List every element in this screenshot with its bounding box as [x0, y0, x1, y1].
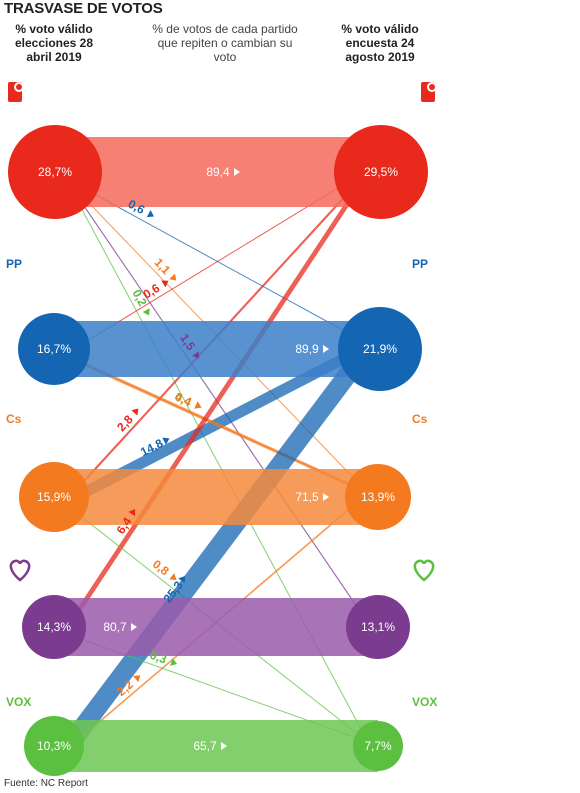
arrow-icon — [221, 742, 227, 750]
cs-retention-band — [54, 469, 378, 525]
transfer-link-vox-to-pp — [56, 339, 378, 758]
cs-right-logo-icon: Cs — [412, 412, 428, 426]
vox-right-logo-icon: VOX — [412, 695, 437, 709]
psoe-retention-band — [55, 137, 381, 207]
cs-right-circle — [345, 464, 411, 530]
transfer-value: 4,4 — [173, 389, 194, 409]
arrow-icon — [162, 437, 170, 445]
left-column-header: % voto válido elecciones 28 abril 2019 — [14, 22, 94, 64]
transfer-label-pp-to-cs: 4,4 — [173, 389, 202, 409]
arrow-icon — [142, 308, 150, 316]
cs-retention-value: 71,5 — [295, 490, 319, 504]
arrow-icon — [170, 658, 178, 666]
psoe-right-circle — [334, 125, 428, 219]
transfer-label-up-to-vox: 0,3 — [148, 648, 178, 667]
pp-right-pct: 21,9% — [363, 342, 397, 356]
cs-left-pct: 15,9% — [37, 490, 71, 504]
transfer-value: 0,4 — [173, 389, 194, 409]
pp-left-circle — [18, 313, 90, 385]
vox-retention-value: 65,7 — [193, 739, 217, 753]
arrow-icon — [192, 351, 199, 359]
up-right-circle — [346, 595, 410, 659]
arrow-icon — [194, 401, 202, 409]
transfer-label-pp-to-psoe: 0,6 — [141, 280, 169, 302]
pp-left-pct: 16,7% — [37, 342, 71, 356]
vox-right-pct: 7,7% — [364, 739, 392, 753]
cs-right-pct: 13,9% — [361, 490, 395, 504]
pp-right-circle — [338, 307, 422, 391]
arrow-icon — [131, 623, 137, 631]
psoe-right-logo-icon — [421, 82, 437, 102]
psoe-retention-value: 89,4 — [206, 165, 230, 179]
arrow-icon — [323, 345, 329, 353]
transfer-value: 0,8 — [150, 557, 172, 579]
arrow-icon — [161, 280, 169, 288]
arrow-icon — [131, 408, 139, 416]
up-left-circle — [22, 595, 86, 659]
transfer-value: 0,3 — [148, 648, 169, 667]
pp-retention-value: 89,9 — [295, 342, 319, 356]
transfer-label-cs-to-psoe: 2,8 — [114, 408, 139, 434]
pp-left-logo-icon: PP — [6, 257, 22, 271]
psoe-right-pct: 29,5% — [364, 165, 398, 179]
cs-left-logo-icon: Cs — [6, 412, 22, 426]
source-note: Fuente: NC Report — [4, 778, 88, 789]
chart-title: TRASVASE DE VOTOS — [4, 0, 163, 17]
cs-left-circle — [19, 462, 89, 532]
middle-column-header: % de votos de cada partido que repiten o… — [152, 22, 298, 64]
psoe-left-pct: 28,7% — [38, 165, 72, 179]
psoe-left-logo-icon — [8, 82, 24, 102]
pp-retention-band — [54, 321, 380, 377]
up-right-heart-icon — [413, 559, 435, 582]
vox-left-pct: 10,3% — [37, 739, 71, 753]
up-left-pct: 14,3% — [37, 620, 71, 634]
arrow-icon — [178, 575, 186, 584]
vox-left-logo-icon: VOX — [6, 695, 31, 709]
arrow-icon — [169, 573, 177, 580]
psoe-left-circle — [8, 125, 102, 219]
arrow-icon — [133, 675, 141, 683]
up-left-heart-icon — [9, 559, 31, 582]
transfer-link-up-to-psoe — [61, 166, 374, 635]
right-column-header: % voto válido encuesta 24 agosto 2019 — [341, 22, 419, 64]
pp-right-logo-icon: PP — [412, 257, 428, 271]
arrow-icon — [169, 273, 177, 281]
vox-left-circle — [24, 716, 84, 776]
arrow-icon — [128, 509, 136, 517]
up-retention-value: 80,7 — [103, 620, 127, 634]
transfer-value: 1,1 — [152, 255, 174, 277]
arrow-icon — [234, 168, 240, 176]
vox-retention-band — [54, 720, 378, 772]
vox-right-circle — [353, 721, 403, 771]
arrow-icon — [146, 210, 154, 218]
transfer-value: 2,8 — [114, 412, 136, 434]
up-right-pct: 13,1% — [361, 620, 395, 634]
arrow-icon — [323, 493, 329, 501]
up-retention-band — [54, 598, 378, 656]
